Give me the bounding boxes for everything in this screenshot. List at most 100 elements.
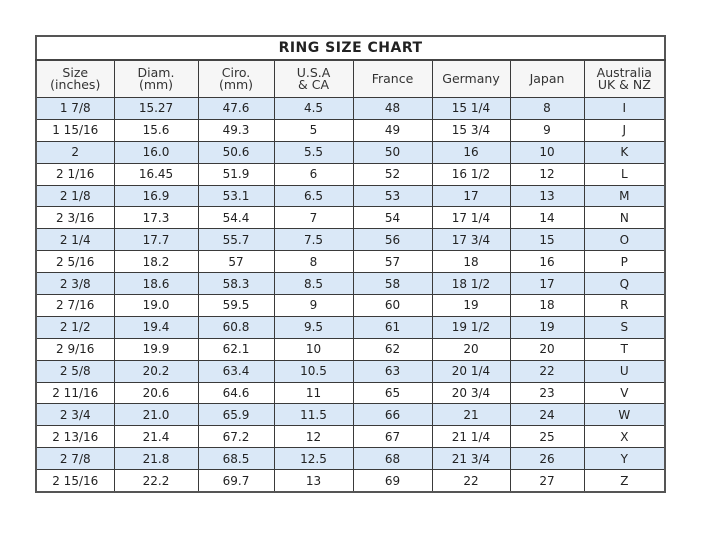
cell-usa-ca: 11 — [273, 381, 354, 405]
cell-diameter-mm: 17.7 — [113, 228, 199, 252]
cell-france: 50 — [352, 140, 433, 164]
cell-size-inches: 2 11/16 — [35, 381, 115, 405]
cell-germany: 17 1/4 — [431, 206, 511, 230]
cell-japan: 26 — [509, 447, 585, 471]
cell-size-inches: 2 5/8 — [35, 359, 115, 383]
cell-australia-uk-nz: N — [583, 206, 666, 230]
cell-diameter-mm: 21.0 — [113, 403, 199, 427]
cell-circumference-mm: 65.9 — [197, 403, 275, 427]
cell-australia-uk-nz: W — [583, 403, 666, 427]
cell-size-inches: 1 7/8 — [35, 97, 115, 120]
cell-germany: 18 1/2 — [431, 272, 511, 296]
cell-diameter-mm: 18.6 — [113, 272, 199, 296]
table-row: 2 3/4 21.0 65.9 11.5 66 21 24 W — [35, 403, 666, 427]
table-row: 2 9/16 19.9 62.1 10 62 20 20 T — [35, 337, 666, 361]
table-row: 1 15/16 15.6 49.3 5 49 15 3/4 9 J — [35, 118, 666, 142]
cell-diameter-mm: 19.4 — [113, 315, 199, 339]
cell-australia-uk-nz: X — [583, 425, 666, 449]
cell-germany: 15 1/4 — [431, 97, 511, 120]
cell-circumference-mm: 59.5 — [197, 294, 275, 317]
cell-circumference-mm: 54.4 — [197, 206, 275, 230]
cell-diameter-mm: 15.6 — [113, 118, 199, 142]
cell-usa-ca: 6.5 — [273, 184, 354, 208]
cell-australia-uk-nz: J — [583, 118, 666, 142]
cell-japan: 24 — [509, 403, 585, 427]
cell-japan: 17 — [509, 272, 585, 296]
column-header-circumference-mm: Ciro. (mm) — [197, 59, 275, 98]
cell-size-inches: 2 — [35, 140, 115, 164]
cell-usa-ca: 5.5 — [273, 140, 354, 164]
cell-australia-uk-nz: I — [583, 97, 666, 120]
cell-france: 58 — [352, 272, 433, 296]
table-row: 2 7/8 21.8 68.5 12.5 68 21 3/4 26 Y — [35, 447, 666, 471]
cell-circumference-mm: 58.3 — [197, 272, 275, 296]
column-header-text: Ciro. — [221, 65, 251, 80]
cell-france: 48 — [352, 97, 433, 120]
cell-germany: 18 — [431, 250, 511, 274]
cell-japan: 8 — [509, 97, 585, 120]
cell-australia-uk-nz: L — [583, 162, 666, 186]
column-header-germany: Germany — [431, 59, 511, 98]
cell-australia-uk-nz: M — [583, 184, 666, 208]
cell-france: 57 — [352, 250, 433, 274]
cell-diameter-mm: 22.2 — [113, 469, 199, 493]
cell-size-inches: 2 5/16 — [35, 250, 115, 274]
cell-usa-ca: 12.5 — [273, 447, 354, 471]
column-header-text: Diam. — [137, 65, 175, 80]
cell-france: 63 — [352, 359, 433, 383]
cell-australia-uk-nz: P — [583, 250, 666, 274]
chart-title: RING SIZE CHART — [35, 35, 666, 61]
cell-australia-uk-nz: O — [583, 228, 666, 252]
table-row: 2 5/8 20.2 63.4 10.5 63 20 1/4 22 U — [35, 359, 666, 383]
cell-usa-ca: 11.5 — [273, 403, 354, 427]
cell-usa-ca: 12 — [273, 425, 354, 449]
cell-circumference-mm: 67.2 — [197, 425, 275, 449]
cell-usa-ca: 4.5 — [273, 97, 354, 120]
cell-diameter-mm: 18.2 — [113, 250, 199, 274]
cell-france: 69 — [352, 469, 433, 493]
table-row: 2 15/16 22.2 69.7 13 69 22 27 Z — [35, 469, 666, 493]
cell-france: 56 — [352, 228, 433, 252]
cell-usa-ca: 8.5 — [273, 272, 354, 296]
column-header-text: U.S.A — [296, 65, 331, 80]
cell-diameter-mm: 16.9 — [113, 184, 199, 208]
cell-germany: 21 1/4 — [431, 425, 511, 449]
table-row: 1 7/8 15.27 47.6 4.5 48 15 1/4 8 I — [35, 97, 666, 120]
cell-germany: 21 — [431, 403, 511, 427]
column-header-text: Size — [62, 65, 89, 80]
column-header-diameter-mm: Diam. (mm) — [113, 59, 199, 98]
cell-usa-ca: 7.5 — [273, 228, 354, 252]
cell-france: 65 — [352, 381, 433, 405]
table-row: 2 3/8 18.6 58.3 8.5 58 18 1/2 17 Q — [35, 272, 666, 296]
cell-japan: 25 — [509, 425, 585, 449]
cell-diameter-mm: 15.27 — [113, 97, 199, 120]
cell-australia-uk-nz: R — [583, 294, 666, 317]
cell-size-inches: 2 3/8 — [35, 272, 115, 296]
cell-circumference-mm: 62.1 — [197, 337, 275, 361]
cell-germany: 20 — [431, 337, 511, 361]
cell-circumference-mm: 69.7 — [197, 469, 275, 493]
cell-france: 62 — [352, 337, 433, 361]
cell-usa-ca: 9.5 — [273, 315, 354, 339]
column-header-text: (mm) — [138, 77, 174, 92]
table-row: 2 7/16 19.0 59.5 9 60 19 18 R — [35, 294, 666, 317]
table-row: 2 1/2 19.4 60.8 9.5 61 19 1/2 19 S — [35, 315, 666, 339]
cell-japan: 15 — [509, 228, 585, 252]
cell-usa-ca: 13 — [273, 469, 354, 493]
cell-japan: 16 — [509, 250, 585, 274]
cell-circumference-mm: 50.6 — [197, 140, 275, 164]
cell-germany: 21 3/4 — [431, 447, 511, 471]
cell-size-inches: 2 1/8 — [35, 184, 115, 208]
cell-france: 68 — [352, 447, 433, 471]
cell-diameter-mm: 20.6 — [113, 381, 199, 405]
table-body: 1 7/8 15.27 47.6 4.5 48 15 1/4 8 I 1 15/16 15.6 49… — [35, 97, 666, 493]
cell-circumference-mm: 64.6 — [197, 381, 275, 405]
cell-usa-ca: 5 — [273, 118, 354, 142]
cell-japan: 13 — [509, 184, 585, 208]
cell-diameter-mm: 16.0 — [113, 140, 199, 164]
column-header-text: France — [371, 71, 414, 86]
column-header-text: Australia — [596, 65, 652, 80]
cell-diameter-mm: 19.9 — [113, 337, 199, 361]
table-row: 2 1/8 16.9 53.1 6.5 53 17 13 M — [35, 184, 666, 208]
column-header-size-inches: Size (inches) — [35, 59, 115, 98]
